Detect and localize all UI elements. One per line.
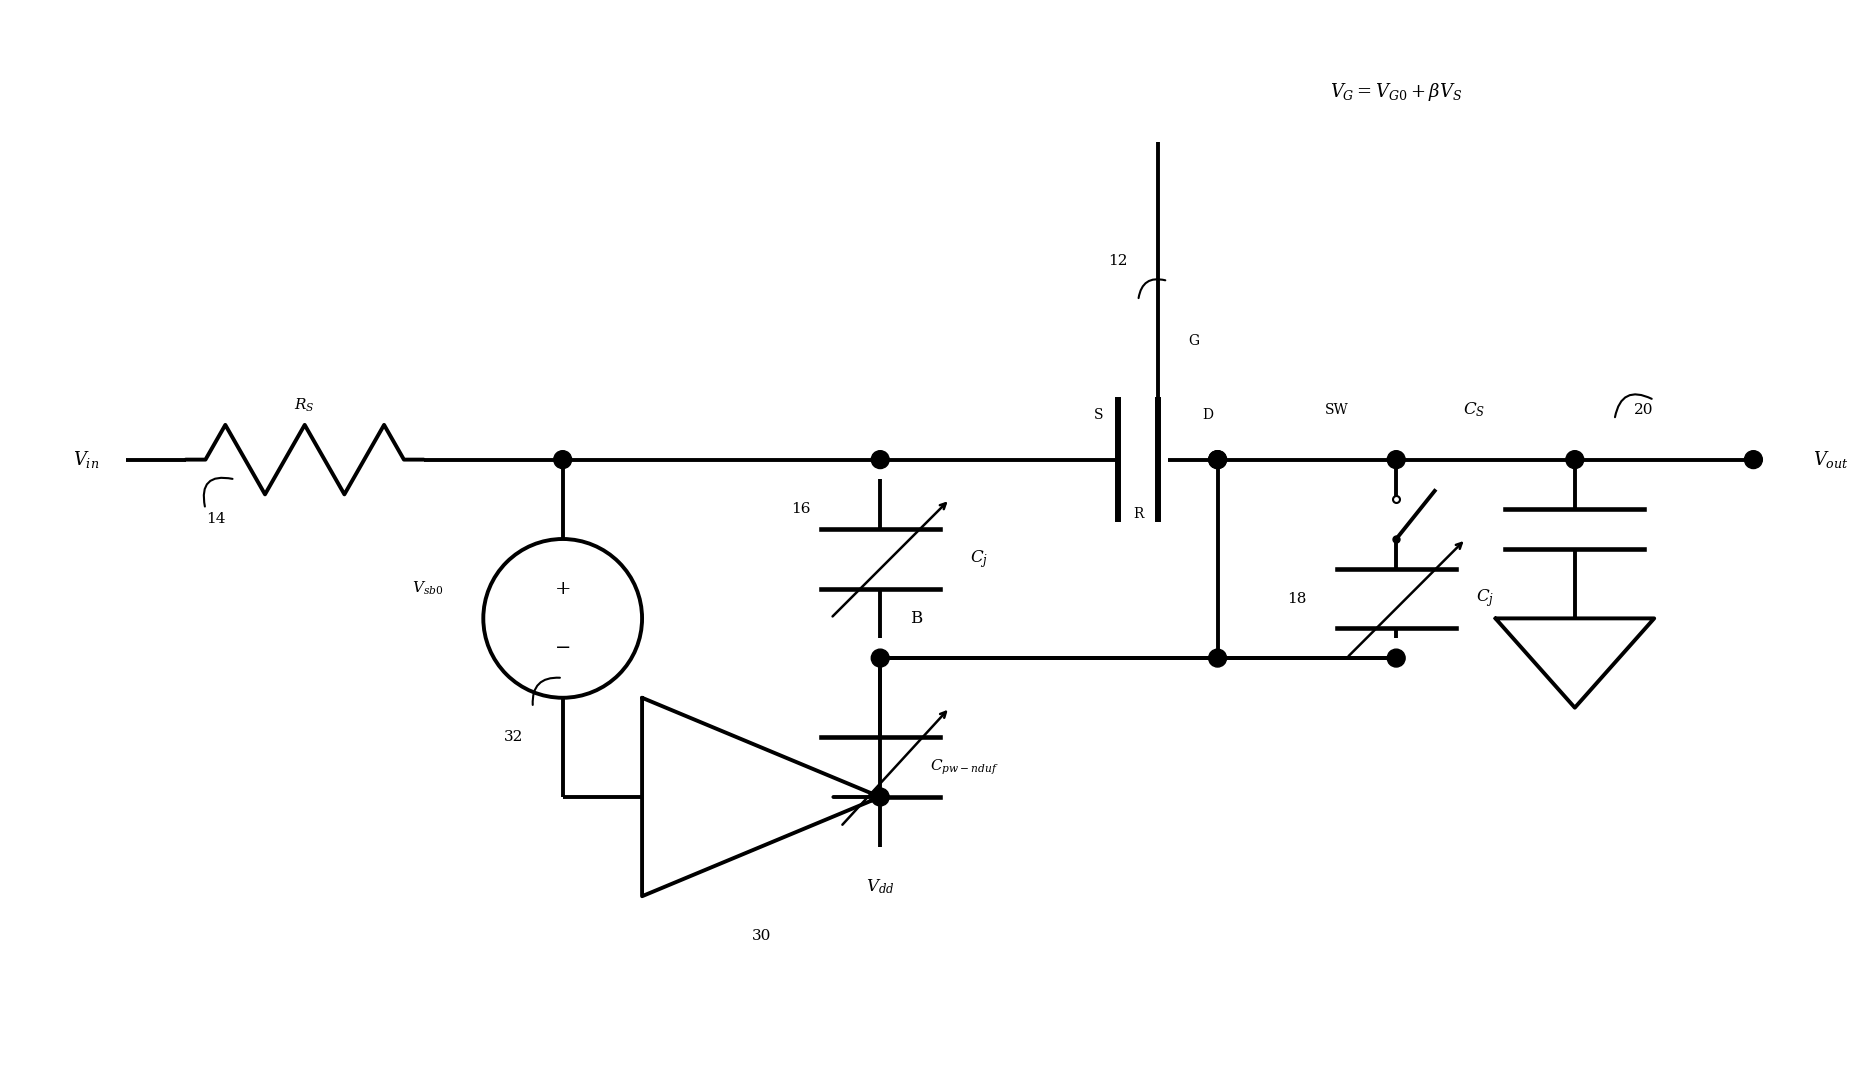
Circle shape	[1388, 451, 1404, 468]
Circle shape	[1388, 650, 1404, 667]
Text: $V_G = V_{G0} + \beta V_S$: $V_G = V_{G0} + \beta V_S$	[1330, 82, 1462, 104]
Text: 20: 20	[1635, 404, 1654, 416]
Polygon shape	[1495, 618, 1654, 708]
Circle shape	[1209, 451, 1226, 468]
Text: 1: 1	[725, 789, 737, 806]
Text: G: G	[1189, 333, 1200, 347]
Circle shape	[1209, 451, 1226, 468]
Circle shape	[870, 788, 889, 806]
Circle shape	[1209, 650, 1226, 667]
Circle shape	[1566, 451, 1583, 468]
Text: $R_S$: $R_S$	[294, 396, 314, 413]
Text: $V_{sb0}$: $V_{sb0}$	[413, 579, 445, 598]
Text: 14: 14	[206, 513, 225, 527]
Text: $C_{pw-nduf}$: $C_{pw-nduf}$	[930, 757, 999, 777]
Circle shape	[870, 451, 889, 468]
Text: SW: SW	[1324, 404, 1348, 416]
Polygon shape	[642, 698, 880, 897]
Text: 12: 12	[1109, 255, 1129, 269]
Text: D: D	[1202, 408, 1213, 422]
Text: 32: 32	[504, 730, 523, 745]
Text: 16: 16	[790, 502, 811, 516]
Text: 30: 30	[751, 929, 770, 943]
Text: −: −	[554, 639, 571, 657]
Circle shape	[1745, 451, 1761, 468]
Text: 18: 18	[1287, 591, 1308, 605]
Text: $V_{out}$: $V_{out}$	[1814, 449, 1849, 470]
Text: B: B	[910, 610, 923, 627]
Text: $V_{dd}$: $V_{dd}$	[867, 877, 895, 896]
Text: $C_j$: $C_j$	[969, 548, 988, 570]
Text: $V_{in}$: $V_{in}$	[73, 449, 100, 470]
Text: +: +	[554, 579, 571, 598]
Text: $C_j$: $C_j$	[1475, 588, 1494, 610]
Text: S: S	[1094, 408, 1103, 422]
Circle shape	[554, 451, 571, 468]
Circle shape	[870, 650, 889, 667]
Text: R: R	[1133, 507, 1144, 521]
Text: $C_S$: $C_S$	[1464, 400, 1486, 420]
